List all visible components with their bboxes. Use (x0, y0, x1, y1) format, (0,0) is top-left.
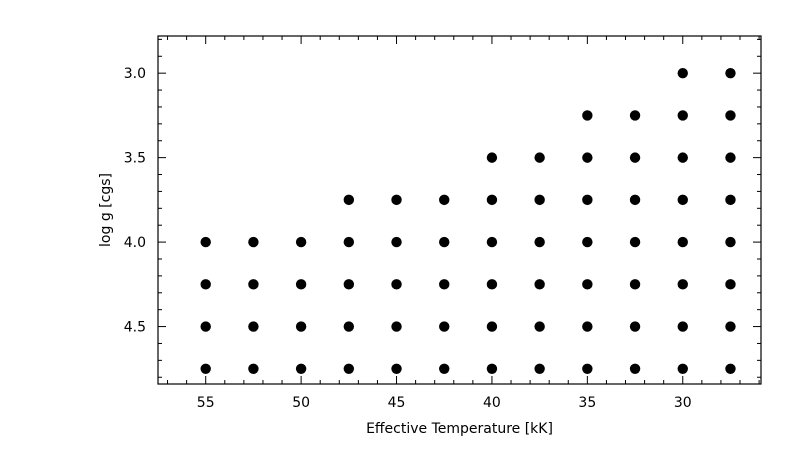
data-point (391, 363, 402, 374)
data-point (582, 363, 593, 374)
data-point (725, 110, 736, 121)
data-point (725, 363, 736, 374)
data-point (677, 363, 688, 374)
data-point (677, 236, 688, 248)
data-point (295, 321, 307, 332)
data-point (629, 152, 641, 163)
data-point (200, 363, 211, 374)
data-point (439, 363, 450, 374)
data-point (677, 67, 688, 79)
data-point (439, 194, 450, 206)
data-point (629, 110, 641, 121)
x-tick-label: 45 (388, 395, 406, 411)
data-point (486, 152, 498, 163)
data-point (439, 321, 450, 332)
x-tick-label: 40 (483, 395, 501, 411)
data-point (725, 236, 736, 248)
data-point (343, 194, 355, 206)
data-point (248, 363, 259, 374)
y-tick-label: 4.5 (124, 320, 146, 336)
data-point (629, 363, 641, 374)
data-point (343, 279, 355, 290)
y-tick-label: 3.5 (124, 151, 146, 167)
data-point (200, 321, 211, 332)
data-point (677, 321, 688, 332)
data-point (582, 194, 593, 206)
x-tick-label: 30 (674, 395, 692, 411)
data-point (677, 279, 688, 290)
data-point (391, 194, 402, 206)
data-point (629, 321, 641, 332)
x-tick-label: 55 (197, 395, 215, 411)
y-tick-label: 3.0 (124, 66, 146, 82)
data-point (582, 321, 593, 332)
x-tick-label: 35 (578, 395, 596, 411)
data-point (391, 321, 402, 332)
data-point (582, 152, 593, 163)
data-point (534, 279, 545, 290)
data-point (248, 321, 259, 332)
data-points (200, 67, 736, 374)
data-point (725, 279, 736, 290)
data-point (439, 236, 450, 248)
data-point (343, 363, 355, 374)
data-point (439, 279, 450, 290)
data-point (629, 236, 641, 248)
y-axis-label: log g [cgs] (98, 173, 114, 247)
data-point (486, 236, 498, 248)
data-point (486, 279, 498, 290)
y-tick-label: 4.0 (124, 235, 146, 251)
data-point (534, 321, 545, 332)
data-point (295, 363, 307, 374)
data-point (248, 236, 259, 248)
data-point (486, 363, 498, 374)
data-point (486, 194, 498, 206)
data-point (200, 279, 211, 290)
data-point (677, 194, 688, 206)
data-point (582, 236, 593, 248)
data-point (295, 279, 307, 290)
data-point (534, 363, 545, 374)
data-point (248, 279, 259, 290)
data-point (725, 152, 736, 163)
data-point (677, 110, 688, 121)
x-axis-label: Effective Temperature [kK] (366, 421, 553, 437)
data-point (534, 152, 545, 163)
plot-frame (157, 35, 762, 385)
data-point (725, 321, 736, 332)
data-point (677, 152, 688, 163)
data-point (582, 110, 593, 121)
data-point (486, 321, 498, 332)
data-point (343, 321, 355, 332)
x-axis-ticks: 55 50 45 40 35 30 (167, 36, 760, 411)
data-point (534, 194, 545, 206)
data-point (391, 236, 402, 248)
data-point (534, 236, 545, 248)
data-point (582, 279, 593, 290)
data-point (629, 279, 641, 290)
x-tick-label: 50 (292, 395, 310, 411)
data-point (391, 279, 402, 290)
y-axis-ticks: 3.0 3.5 4.0 4.5 (124, 38, 761, 378)
data-point (629, 194, 641, 206)
data-point (295, 236, 307, 248)
data-point (343, 236, 355, 248)
data-point (725, 194, 736, 206)
data-point (200, 236, 211, 248)
data-point (725, 67, 736, 79)
